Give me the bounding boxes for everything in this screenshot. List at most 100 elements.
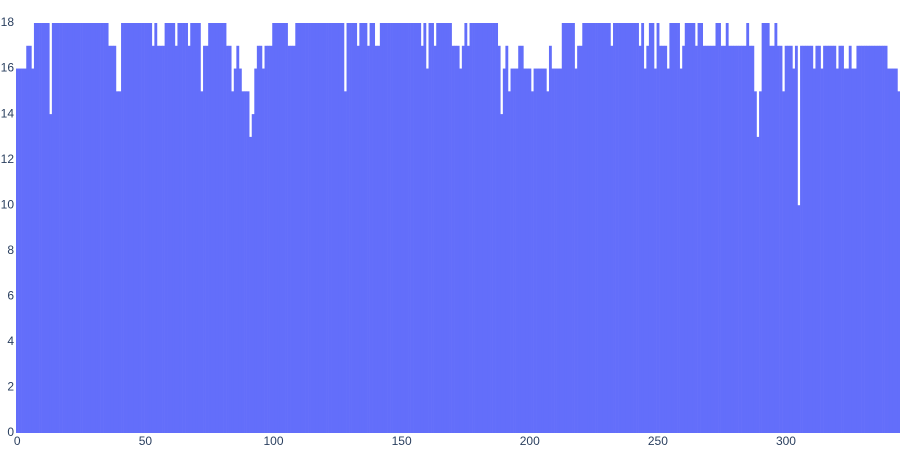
bar	[261, 68, 265, 434]
bar	[520, 45, 524, 434]
bar	[743, 45, 747, 434]
bar	[223, 23, 227, 433]
x-tick-label: 200	[520, 434, 540, 448]
bar	[31, 68, 35, 434]
bar	[797, 205, 801, 433]
bar	[369, 23, 373, 433]
bar	[177, 23, 181, 433]
bar	[810, 45, 814, 434]
bar	[287, 45, 291, 434]
bar	[574, 68, 578, 434]
bar	[313, 23, 317, 433]
bar	[190, 23, 194, 433]
bar	[628, 23, 632, 433]
bar	[551, 68, 555, 434]
bar	[459, 68, 463, 434]
bar	[584, 23, 588, 433]
bar	[267, 45, 270, 434]
bar	[26, 45, 30, 434]
bar	[774, 23, 778, 433]
bar	[420, 45, 424, 434]
bar	[182, 23, 186, 433]
bar	[74, 23, 78, 433]
bar	[730, 45, 734, 434]
bar	[392, 23, 396, 433]
bar	[607, 23, 611, 433]
bar	[766, 23, 770, 433]
bar	[333, 23, 337, 433]
bar	[784, 45, 788, 434]
bar	[723, 45, 727, 434]
bar	[505, 45, 509, 434]
bar	[126, 23, 130, 433]
bar	[39, 23, 42, 433]
bar	[449, 23, 452, 433]
bar	[274, 23, 278, 433]
bar	[815, 45, 819, 434]
bar	[169, 23, 173, 433]
bar	[697, 23, 701, 433]
bar	[541, 68, 545, 434]
bar	[531, 91, 534, 433]
bar	[633, 23, 637, 433]
bar	[630, 23, 634, 433]
bar	[418, 23, 422, 433]
bar	[328, 23, 332, 433]
bar	[659, 45, 663, 434]
bar	[379, 23, 383, 433]
bar	[851, 68, 855, 434]
bar	[372, 23, 376, 433]
bar	[605, 23, 609, 433]
bar	[741, 45, 744, 434]
bar	[846, 68, 850, 434]
bar	[643, 68, 647, 434]
bar	[497, 45, 501, 434]
bar	[828, 45, 832, 434]
bar	[464, 23, 468, 433]
bar	[438, 23, 442, 433]
bar	[361, 23, 365, 433]
bar	[315, 23, 319, 433]
bar	[36, 23, 40, 433]
bar	[336, 23, 340, 433]
bar	[431, 23, 434, 433]
bar	[513, 68, 516, 434]
bar	[110, 45, 114, 434]
bar	[167, 23, 171, 433]
bar	[215, 23, 219, 433]
bar	[718, 23, 721, 433]
bar	[874, 45, 878, 434]
bar	[264, 45, 268, 434]
x-tick-label: 100	[263, 434, 283, 448]
bar	[602, 23, 606, 433]
bar	[577, 45, 581, 434]
bar	[210, 23, 214, 433]
y-tick-label: 14	[1, 106, 15, 120]
bar	[838, 45, 842, 434]
bar	[702, 45, 706, 434]
bar	[700, 23, 704, 433]
bar	[518, 45, 522, 434]
y-tick-label: 18	[1, 15, 15, 29]
bar	[103, 23, 106, 433]
bar	[136, 23, 140, 433]
bar	[579, 45, 583, 434]
bar	[402, 23, 406, 433]
bar	[779, 45, 783, 434]
y-tick-label: 6	[7, 289, 14, 303]
bar	[613, 23, 616, 433]
bar	[323, 23, 327, 433]
bar	[564, 23, 568, 433]
bar	[761, 23, 765, 433]
bar	[546, 91, 550, 433]
bar	[536, 68, 540, 434]
bar	[720, 45, 724, 434]
bar	[356, 45, 360, 434]
bar	[33, 23, 37, 433]
x-tick-label: 0	[14, 434, 21, 448]
bar	[400, 23, 404, 433]
bar	[656, 23, 660, 433]
bar	[118, 91, 122, 433]
bar	[218, 23, 222, 433]
bar	[423, 23, 427, 433]
